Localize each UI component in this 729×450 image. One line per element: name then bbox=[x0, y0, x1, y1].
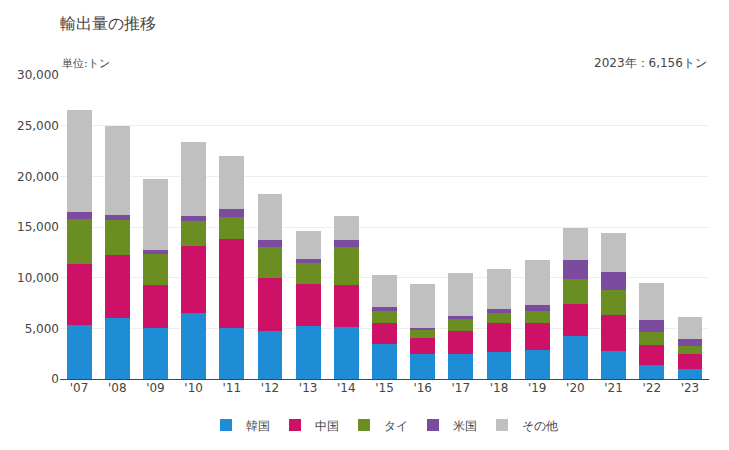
svg-text:米国: 米国 bbox=[453, 419, 477, 433]
svg-text:'21: '21 bbox=[604, 381, 623, 395]
svg-text:'09: '09 bbox=[146, 381, 165, 395]
svg-text:0: 0 bbox=[51, 372, 59, 386]
svg-text:'11: '11 bbox=[223, 381, 242, 395]
svg-text:輸出量の推移: 輸出量の推移 bbox=[60, 14, 156, 33]
svg-text:'15: '15 bbox=[375, 381, 394, 395]
svg-text:中国: 中国 bbox=[315, 419, 339, 433]
svg-text:15,000: 15,000 bbox=[17, 220, 59, 234]
svg-text:10,000: 10,000 bbox=[17, 271, 59, 285]
svg-text:'23: '23 bbox=[681, 381, 700, 395]
svg-text:'18: '18 bbox=[490, 381, 509, 395]
svg-text:'20: '20 bbox=[566, 381, 585, 395]
svg-text:5,000: 5,000 bbox=[25, 322, 59, 336]
svg-text:25,000: 25,000 bbox=[17, 119, 59, 133]
svg-text:'19: '19 bbox=[528, 381, 547, 395]
svg-text:韓国: 韓国 bbox=[246, 419, 270, 433]
svg-text:'07: '07 bbox=[70, 381, 89, 395]
svg-text:'08: '08 bbox=[108, 381, 127, 395]
svg-text:20,000: 20,000 bbox=[17, 170, 59, 184]
svg-text:'16: '16 bbox=[413, 381, 432, 395]
svg-text:'14: '14 bbox=[337, 381, 356, 395]
svg-text:'12: '12 bbox=[261, 381, 280, 395]
svg-text:'22: '22 bbox=[642, 381, 661, 395]
svg-text:単位:トン: 単位:トン bbox=[62, 57, 110, 70]
svg-text:'17: '17 bbox=[452, 381, 471, 395]
svg-text:30,000: 30,000 bbox=[17, 68, 59, 82]
svg-text:'10: '10 bbox=[184, 381, 203, 395]
svg-text:タイ: タイ bbox=[384, 419, 408, 433]
svg-text:その他: その他 bbox=[522, 419, 558, 433]
svg-text:2023年：6,156トン: 2023年：6,156トン bbox=[594, 56, 707, 70]
svg-text:'13: '13 bbox=[299, 381, 318, 395]
